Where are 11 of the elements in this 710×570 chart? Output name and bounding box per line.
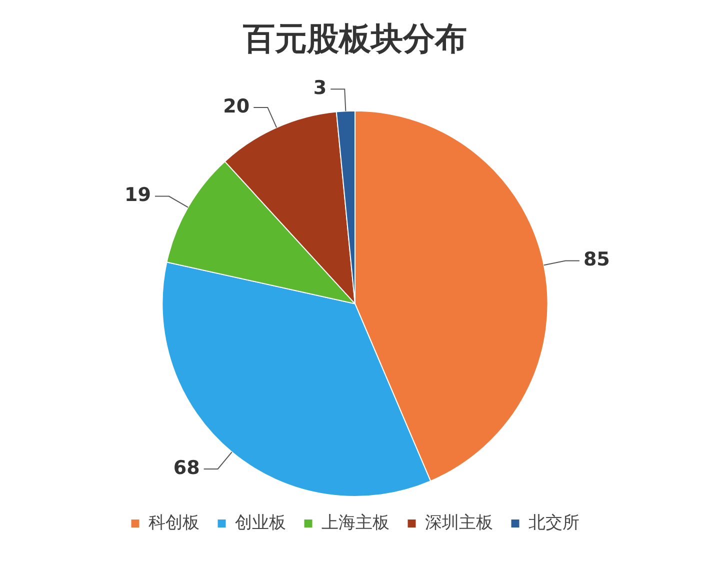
data-label: 20 <box>223 95 250 118</box>
chart-title: 百元股板块分布 <box>242 20 467 58</box>
legend-label: 深圳主板 <box>424 512 493 533</box>
data-label: 19 <box>124 184 151 206</box>
data-label: 3 <box>313 77 327 100</box>
data-label: 68 <box>173 456 200 479</box>
legend-label: 上海主板 <box>321 512 390 533</box>
legend-label: 北交所 <box>528 512 580 533</box>
legend-label: 科创板 <box>148 512 200 533</box>
legend-label: 创业板 <box>234 512 286 533</box>
data-label: 85 <box>583 248 610 271</box>
